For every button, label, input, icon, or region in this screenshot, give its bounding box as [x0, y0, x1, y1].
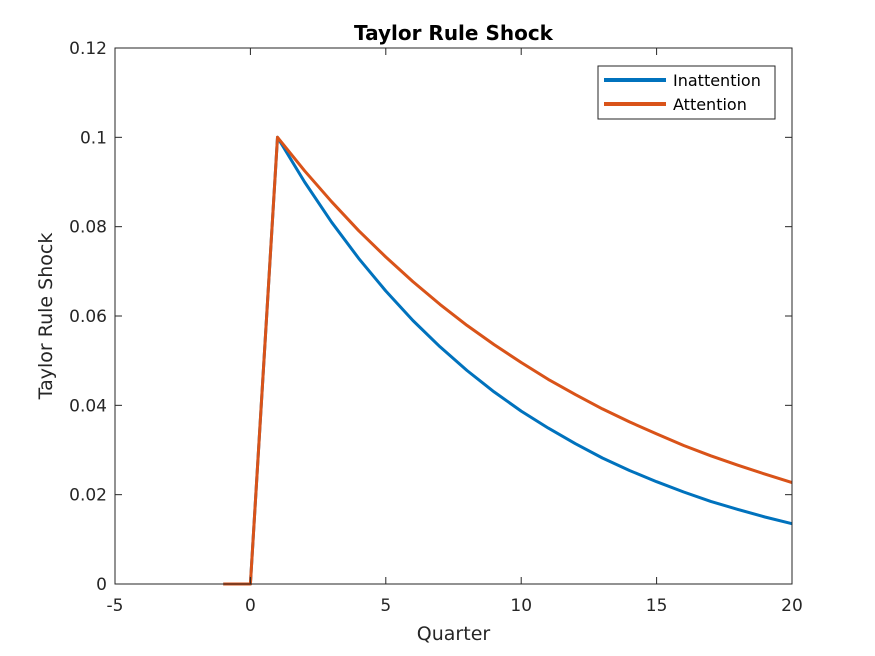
x-tick-label: 15	[646, 596, 668, 616]
legend: Inattention Attention	[597, 65, 776, 120]
series-layer	[223, 135, 793, 586]
x-tick-label: -5	[107, 596, 124, 616]
x-tick-label: 20	[781, 596, 803, 616]
legend-label-inattention: Inattention	[673, 71, 761, 90]
y-axis-label: Taylor Rule Shock	[35, 233, 57, 401]
y-tick-label: 0.06	[69, 307, 107, 327]
legend-box	[597, 65, 776, 120]
series-line-inattention	[223, 135, 793, 586]
y-tick-label: 0.02	[69, 486, 107, 506]
x-tick-label: 10	[510, 596, 532, 616]
y-tick-label: 0.1	[80, 128, 107, 148]
chart-title: Taylor Rule Shock	[354, 21, 554, 45]
legend-label-attention: Attention	[673, 95, 747, 114]
y-tick-label: 0.08	[69, 218, 107, 238]
y-tick-label: 0.04	[69, 396, 107, 416]
y-tick-label: 0.12	[69, 39, 107, 59]
x-tick-label: 0	[245, 596, 256, 616]
y-tick-label: 0	[96, 575, 107, 595]
series-line-attention	[223, 135, 793, 586]
x-tick-label: 5	[380, 596, 391, 616]
x-axis-label: Quarter	[417, 623, 491, 645]
